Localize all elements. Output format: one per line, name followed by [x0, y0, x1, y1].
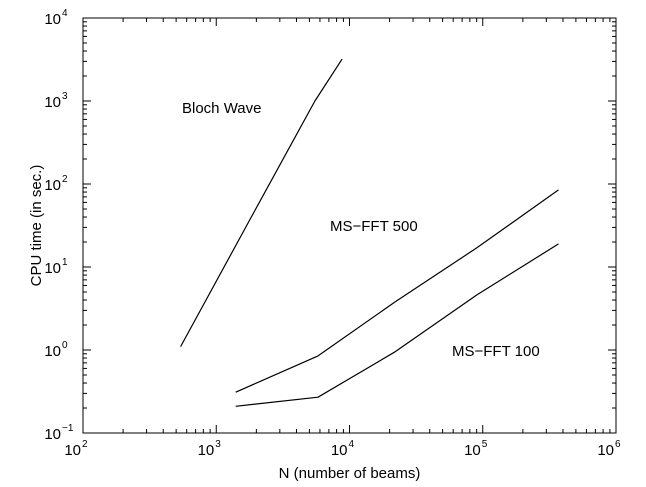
- y-tick-exponent: 3: [62, 91, 68, 102]
- series-label-layer: Bloch Wave MS−FFT 500 MS−FFT 100: [182, 100, 540, 360]
- y-tick-label: 10: [44, 94, 61, 111]
- x-tick-exponent: 2: [82, 439, 88, 450]
- y-tick-label: 10: [44, 260, 61, 277]
- x-tick-label: 10: [198, 442, 215, 459]
- y-tick-exponent: 2: [62, 174, 68, 185]
- series-line-2: [235, 243, 559, 407]
- x-tick-exponent: 5: [482, 439, 488, 450]
- series-layer: [180, 58, 559, 407]
- y-tick-exponent: 4: [62, 8, 68, 19]
- y-tick-label: 10: [44, 426, 61, 443]
- y-tick-exponent: −1: [62, 423, 74, 434]
- y-tick-label: 10: [44, 177, 61, 194]
- y-tick-exponent: 0: [62, 340, 68, 351]
- x-tick-exponent: 3: [215, 439, 221, 450]
- tick-layer: 10 2 10 3 10 4 10 5 10 610 −110 010 110 210 310 4: [44, 8, 621, 459]
- series-line-0: [180, 58, 343, 347]
- y-axis-label: CPU time (in sec.): [28, 165, 45, 287]
- x-tick-label: 10: [64, 442, 81, 459]
- y-tick-label: 10: [44, 11, 61, 28]
- series-label-0: Bloch Wave: [182, 100, 261, 117]
- x-tick-exponent: 4: [349, 439, 355, 450]
- x-tick-label: 10: [597, 442, 614, 459]
- series-line-1: [235, 189, 559, 393]
- y-tick-exponent: 1: [62, 257, 68, 268]
- x-axis-label: N (number of beams): [279, 465, 421, 482]
- x-tick-label: 10: [331, 442, 348, 459]
- y-tick-label: 10: [44, 343, 61, 360]
- series-label-1: MS−FFT 500: [330, 218, 418, 235]
- x-tick-exponent: 6: [615, 439, 621, 450]
- x-tick-label: 10: [464, 442, 481, 459]
- series-label-2: MS−FFT 100: [452, 343, 540, 360]
